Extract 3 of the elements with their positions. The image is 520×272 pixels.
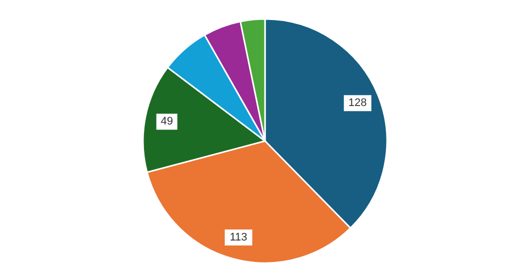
data-label: 49 [160,116,173,128]
data-label: 128 [348,97,367,110]
data-label: 113 [230,231,248,244]
